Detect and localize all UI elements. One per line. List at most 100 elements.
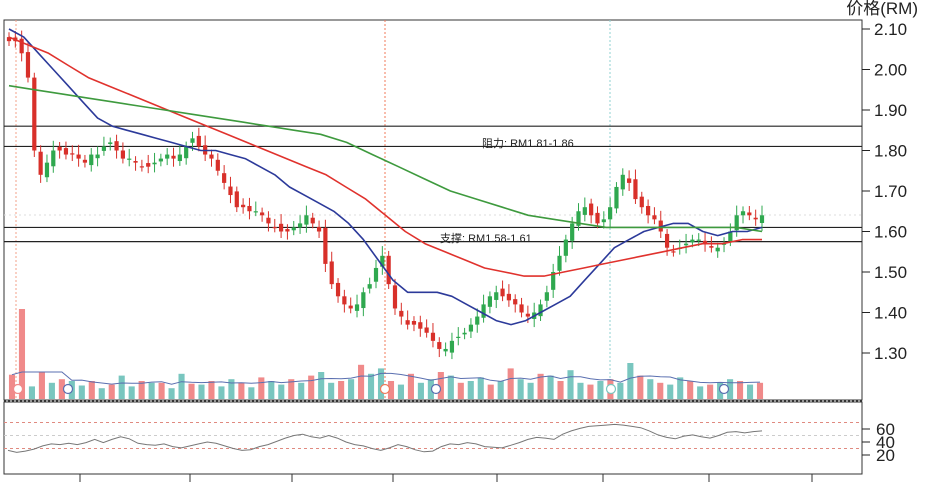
candle-body <box>260 212 265 216</box>
candle-body <box>329 261 334 285</box>
candle-body <box>494 292 499 300</box>
candle-body <box>95 154 100 159</box>
volume-bar <box>238 382 245 399</box>
candle-body <box>683 243 689 246</box>
candle-body <box>44 162 50 178</box>
volume-bar <box>128 386 135 399</box>
candle-body <box>443 348 448 352</box>
candle-body <box>399 310 404 317</box>
candle-body <box>57 146 62 151</box>
volume-bar <box>727 379 734 399</box>
candle-body <box>513 299 518 305</box>
candle-body <box>734 215 739 231</box>
rsi-tick-label: 40 <box>876 433 895 452</box>
candle-body <box>544 292 549 301</box>
volume-bar <box>427 379 434 399</box>
volume-bar <box>248 387 255 399</box>
candle-body <box>582 207 587 215</box>
volume-bar <box>348 379 355 399</box>
volume-bar <box>567 370 574 399</box>
volume-bar <box>108 384 115 399</box>
volume-bar <box>547 375 554 399</box>
candle-body <box>753 217 758 220</box>
candle-body <box>247 205 252 212</box>
candle-body <box>70 153 75 155</box>
candle-body <box>380 255 385 267</box>
candle-body <box>506 293 511 301</box>
rsi-tick-label: 20 <box>876 446 895 465</box>
candle-body <box>310 217 315 224</box>
candle-body <box>335 282 341 297</box>
event-badge-icon <box>605 383 617 395</box>
candle-body <box>696 239 701 241</box>
candle-body <box>222 173 227 183</box>
volume-bar <box>48 382 55 399</box>
candle-body <box>468 324 474 332</box>
candle-body <box>456 336 461 338</box>
candle-body <box>627 178 632 183</box>
candle-body <box>481 304 486 318</box>
candle-body <box>278 223 284 232</box>
volume-bar <box>397 384 405 399</box>
volume-bar <box>577 382 584 399</box>
rsi-panel-frame <box>3 401 863 475</box>
candle-body <box>747 212 752 216</box>
candle-body <box>146 163 151 167</box>
volume-bar <box>158 382 165 399</box>
candle-body <box>424 327 429 333</box>
volume-bar <box>178 373 185 399</box>
price-tick-label: 1.50 <box>874 263 907 282</box>
candle-body <box>633 179 638 200</box>
volume-bar <box>517 379 524 399</box>
price-tick-label: 1.30 <box>874 344 907 363</box>
event-badge-icon <box>430 383 442 395</box>
volume-bar <box>657 382 664 399</box>
candle-body <box>392 285 398 309</box>
volume-bar <box>677 377 684 399</box>
candle-body <box>89 154 94 166</box>
volume-bar <box>507 368 514 399</box>
candle-body <box>133 161 138 163</box>
volume-bar <box>537 373 544 399</box>
volume-bar <box>298 382 305 399</box>
volume-bar <box>218 386 225 399</box>
price-tick-label: 2.10 <box>874 20 907 39</box>
candle-body <box>639 196 644 208</box>
volume-bar <box>18 309 26 399</box>
candle-body <box>652 215 657 220</box>
volume-bar <box>198 384 205 399</box>
support-label: 支撑: RM1.58-1.61 <box>440 231 532 245</box>
candle-body <box>519 304 524 313</box>
price-tick-label: 1.40 <box>874 304 907 323</box>
candle-body <box>449 340 455 353</box>
event-badge-icon <box>379 383 391 395</box>
candle-body <box>702 240 708 244</box>
candle-body <box>63 148 69 155</box>
candle-body <box>101 146 107 151</box>
volume-bar <box>527 382 534 399</box>
volume-bar <box>38 372 45 399</box>
candle-body <box>108 142 113 145</box>
candle-body <box>234 191 239 208</box>
volume-bar <box>417 382 424 399</box>
candle-body <box>32 77 37 151</box>
volume-bar <box>407 373 414 399</box>
candle-body <box>139 166 144 168</box>
candle-body <box>158 158 163 162</box>
volume-bar <box>208 381 215 399</box>
volume-bar <box>268 381 275 399</box>
candle-body <box>253 211 258 213</box>
volume-bar <box>557 381 564 399</box>
volume-bar <box>447 375 454 399</box>
candle-body <box>361 292 366 309</box>
candle-body <box>285 229 290 232</box>
volume-bar <box>138 381 145 399</box>
volume-bar <box>737 381 744 399</box>
candle-body <box>19 38 24 54</box>
volume-bar <box>258 377 265 399</box>
price-panel-frame <box>3 19 863 401</box>
volume-bar <box>168 388 175 399</box>
candle-body <box>500 288 505 297</box>
candle-body <box>462 332 467 335</box>
candle-body <box>601 219 606 223</box>
